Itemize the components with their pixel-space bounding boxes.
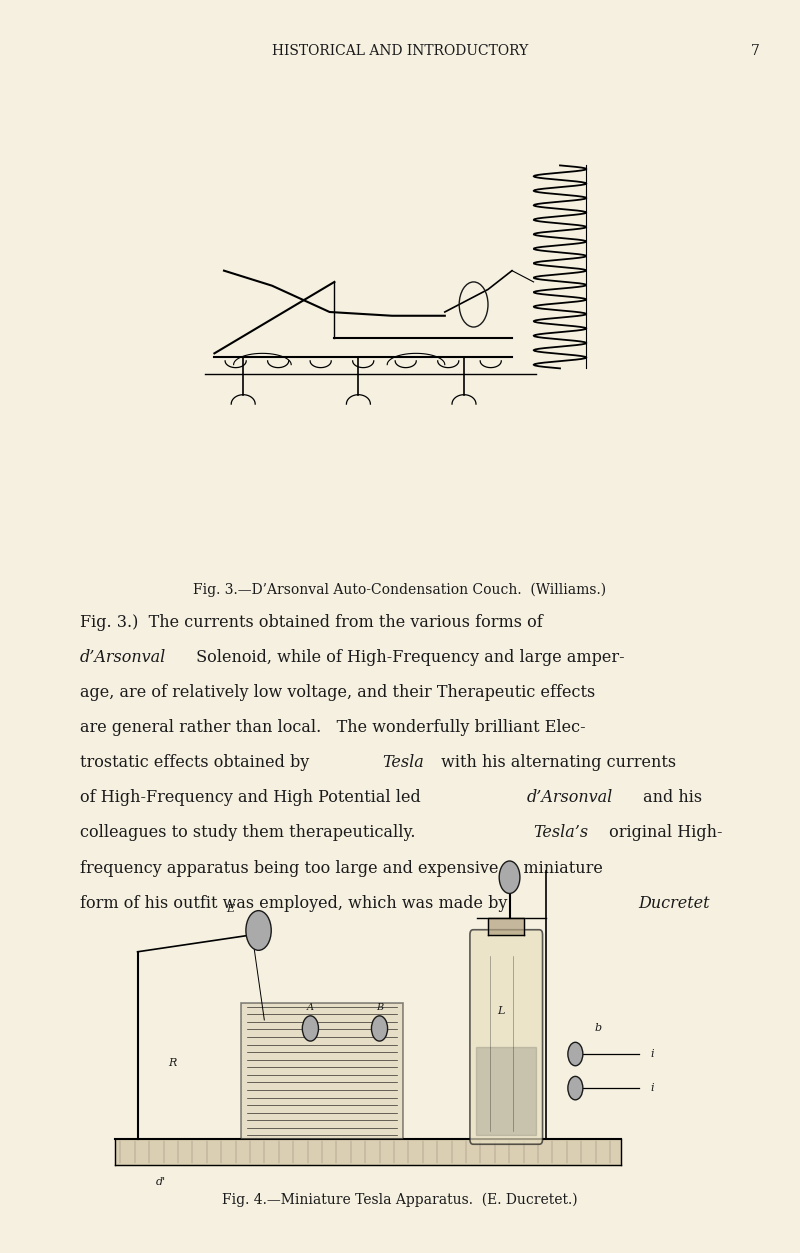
Text: Fig. 3.—D’Arsonval Auto-Condensation Couch.  (Williams.): Fig. 3.—D’Arsonval Auto-Condensation Cou… [194,583,606,596]
Text: HISTORICAL AND INTRODUCTORY: HISTORICAL AND INTRODUCTORY [272,44,528,58]
Text: E: E [226,905,234,915]
Text: i: i [650,1049,654,1059]
Text: Tesla’s: Tesla’s [533,824,588,842]
Text: are general rather than local.   The wonderfully brilliant Elec-: are general rather than local. The wonde… [80,719,586,737]
Circle shape [499,861,520,893]
Text: form of his outfit was employed, which was made by: form of his outfit was employed, which w… [80,895,513,912]
Text: Tesla: Tesla [382,754,424,772]
Text: original High-: original High- [604,824,722,842]
Text: b: b [595,1024,602,1034]
Text: i: i [650,1083,654,1093]
Text: R: R [168,1058,176,1068]
Circle shape [568,1042,583,1066]
Text: trostatic effects obtained by: trostatic effects obtained by [80,754,314,772]
Text: frequency apparatus being too large and expensive, a miniature: frequency apparatus being too large and … [80,860,603,877]
Circle shape [246,911,271,950]
Text: d’Arsonval: d’Arsonval [80,649,166,667]
Bar [242,1002,402,1139]
Circle shape [371,1016,387,1041]
Text: Fig. 3.)  The currents obtained from the various forms of: Fig. 3.) The currents obtained from the … [80,614,542,632]
Circle shape [568,1076,583,1100]
FancyBboxPatch shape [470,930,542,1144]
Text: d’Arsonval: d’Arsonval [526,789,613,807]
Text: Ducretet: Ducretet [638,895,710,912]
Text: Solenoid, while of High-Frequency and large amper-: Solenoid, while of High-Frequency and la… [191,649,625,667]
Text: L: L [497,1006,504,1016]
Text: d': d' [155,1177,166,1187]
Text: B: B [376,1002,383,1011]
Circle shape [302,1016,318,1041]
Text: A: A [307,1002,314,1011]
Text: age, are of relatively low voltage, and their Therapeutic effects: age, are of relatively low voltage, and … [80,684,595,702]
Text: Fig. 4.—Miniature Tesla Apparatus.  (E. Ducretet.): Fig. 4.—Miniature Tesla Apparatus. (E. D… [222,1193,578,1207]
Text: and his: and his [638,789,702,807]
Text: colleagues to study them therapeutically.: colleagues to study them therapeutically… [80,824,431,842]
Text: of High-Frequency and High Potential led: of High-Frequency and High Potential led [80,789,426,807]
Text: 7: 7 [751,44,760,58]
Text: with his alternating currents: with his alternating currents [436,754,677,772]
